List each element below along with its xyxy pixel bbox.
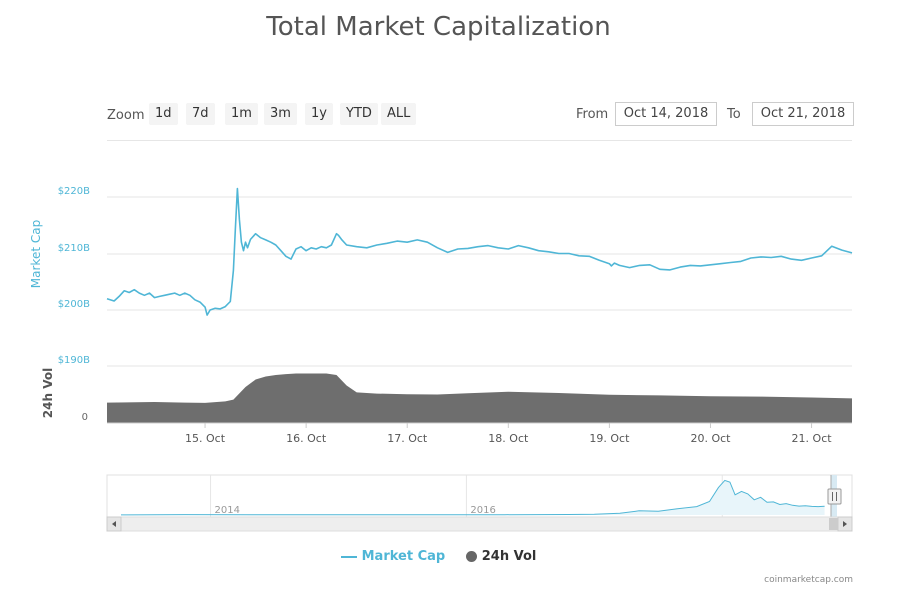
- x-tick-label: 19. Oct: [589, 432, 630, 445]
- zoom-label: Zoom: [107, 108, 145, 123]
- x-tick-label: 15. Oct: [185, 432, 226, 445]
- zoom-button-ytd[interactable]: YTD: [340, 103, 378, 125]
- legend-label-24h-vol: 24h Vol: [481, 549, 537, 564]
- to-date-input[interactable]: [752, 102, 854, 126]
- legend-dot-icon: [465, 551, 477, 562]
- x-tick-label: 20. Oct: [690, 432, 731, 445]
- legend: Market Cap 24h Vol: [0, 549, 877, 564]
- toolbar-divider: [107, 140, 852, 141]
- zoom-button-1y[interactable]: 1y: [305, 103, 333, 125]
- zoom-button-3m[interactable]: 3m: [264, 103, 297, 125]
- y-tick-200: $200B: [58, 299, 90, 310]
- vol-tick-190b: $190B: [58, 355, 90, 366]
- x-tick-label: 17. Oct: [387, 432, 428, 445]
- chart-title: Total Market Capitalization: [266, 12, 611, 42]
- y-tick-220: $220B: [58, 186, 90, 197]
- x-tick-label: 16. Oct: [286, 432, 327, 445]
- x-tick-label: 21. Oct: [792, 432, 833, 445]
- navigator-year-label: 2016: [470, 505, 495, 516]
- zoom-button-all[interactable]: ALL: [381, 103, 417, 125]
- series-24h-vol-area: [107, 373, 852, 423]
- to-label: To: [727, 107, 741, 122]
- legend-line-icon: [340, 555, 357, 558]
- x-tick-label: 18. Oct: [488, 432, 529, 445]
- from-label: From: [576, 107, 609, 122]
- navigator-line: [120, 479, 825, 516]
- zoom-button-1d[interactable]: 1d: [149, 103, 178, 125]
- x-axis-ticks: 15. Oct 16. Oct 17. Oct 18. Oct 19. Oct 20. O…: [185, 423, 832, 445]
- volume-axis-title: 24h Vol: [41, 368, 55, 418]
- credit-text: coinmarketcap.com: [764, 575, 853, 585]
- vol-tick-0: 0: [82, 412, 88, 423]
- from-date-input[interactable]: [615, 102, 717, 126]
- zoom-button-1m[interactable]: 1m: [225, 103, 258, 125]
- scroll-right-arrow-icon: [843, 521, 847, 527]
- scrollbar-thumb[interactable]: [829, 518, 838, 530]
- series-market-cap-line: [106, 187, 853, 316]
- navigator-handle[interactable]: [827, 488, 842, 505]
- scrollbar-track[interactable]: [106, 516, 853, 532]
- navigator-year-label: 2014: [215, 505, 240, 516]
- scroll-left-arrow-icon: [112, 521, 116, 527]
- y-tick-210: $210B: [58, 243, 90, 254]
- legend-item-market-cap[interactable]: Market Cap: [340, 549, 446, 564]
- market-cap-axis-title: Market Cap: [29, 220, 43, 288]
- navigator-area: [121, 480, 825, 515]
- grid-lines: [107, 196, 852, 367]
- zoom-button-7d[interactable]: 7d: [186, 103, 215, 125]
- legend-label-market-cap: Market Cap: [361, 549, 446, 564]
- legend-item-24h-vol[interactable]: 24h Vol: [465, 549, 537, 564]
